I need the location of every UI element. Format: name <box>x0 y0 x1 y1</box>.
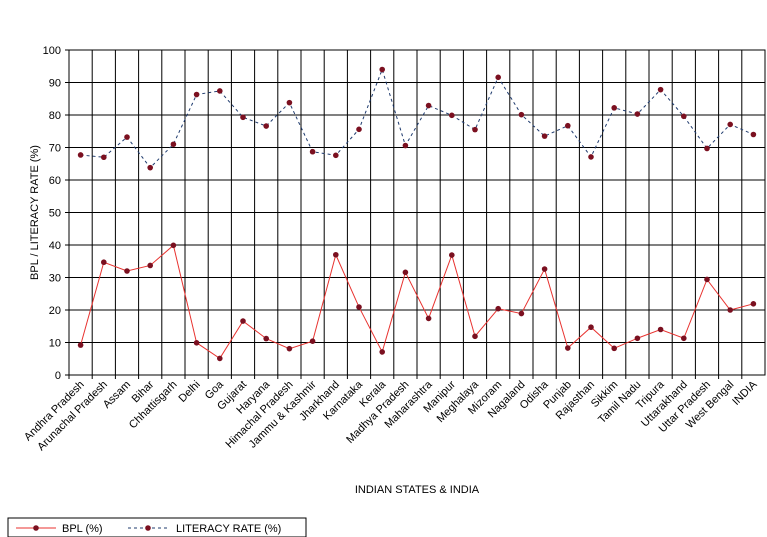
data-point <box>193 91 200 98</box>
data-point <box>565 345 571 351</box>
data-point <box>193 340 200 346</box>
series-1 <box>77 66 757 171</box>
y-tick-label: 100 <box>43 45 61 57</box>
data-point <box>286 99 293 106</box>
series-group <box>77 66 757 362</box>
y-tick-label: 70 <box>49 143 61 155</box>
data-point <box>124 268 130 274</box>
data-point <box>170 141 177 148</box>
data-point <box>379 349 386 355</box>
data-point <box>704 276 710 283</box>
data-point <box>77 342 84 348</box>
data-point <box>449 252 455 258</box>
data-point <box>704 145 710 152</box>
y-axis-ticks: 0 10 20 30 40 50 60 70 80 90 100 <box>43 45 69 382</box>
data-point <box>588 324 594 331</box>
y-tick-label: 30 <box>49 273 61 285</box>
y-tick-label: 40 <box>49 240 61 252</box>
data-point <box>240 114 246 121</box>
data-point <box>402 269 409 276</box>
y-tick-label: 90 <box>49 78 61 90</box>
data-point <box>541 133 548 139</box>
data-point <box>425 315 432 322</box>
series-line <box>80 244 754 360</box>
data-point <box>681 113 687 120</box>
data-point <box>217 88 223 94</box>
data-point <box>101 154 107 161</box>
series-line <box>80 67 754 169</box>
data-point <box>634 335 641 342</box>
legend-label-literacy: LITERACY RATE (%) <box>176 523 281 535</box>
data-point <box>240 318 246 324</box>
data-point <box>518 111 525 118</box>
data-point <box>727 121 733 128</box>
data-point <box>170 242 177 249</box>
data-point <box>611 105 617 111</box>
y-axis-title: BPL / LITERACY RATE (%) <box>29 145 41 280</box>
y-tick-label: 50 <box>49 208 61 220</box>
data-point <box>147 164 153 171</box>
y-tick-label: 0 <box>55 370 61 382</box>
data-point <box>263 335 270 342</box>
data-point <box>309 338 316 345</box>
data-point <box>611 345 617 352</box>
data-point <box>495 74 502 81</box>
data-point <box>263 123 270 129</box>
y-tick-label: 10 <box>49 338 61 350</box>
legend-marker-literacy <box>145 525 151 531</box>
data-point <box>750 301 757 307</box>
legend-label-bpl: BPL (%) <box>62 523 103 535</box>
data-point <box>565 122 571 129</box>
data-point <box>217 355 223 362</box>
legend-box <box>7 517 307 537</box>
data-point <box>634 111 641 117</box>
series-0 <box>77 242 757 362</box>
data-point <box>495 305 502 312</box>
legend-marker-bpl <box>33 525 39 531</box>
data-point <box>333 251 339 258</box>
data-point <box>472 333 478 340</box>
data-point <box>379 66 386 73</box>
data-point <box>541 266 548 272</box>
data-point <box>750 131 757 138</box>
data-point <box>101 259 107 266</box>
data-point <box>77 152 84 158</box>
data-point <box>124 134 130 140</box>
data-point <box>425 102 432 109</box>
data-point <box>147 262 153 269</box>
data-point <box>518 310 525 317</box>
data-point <box>309 148 316 155</box>
data-point <box>588 154 594 160</box>
data-point <box>402 142 409 149</box>
x-axis-title: INDIAN STATES & INDIA <box>355 484 480 496</box>
data-point <box>333 152 339 159</box>
legend: BPL (%) LITERACY RATE (%) <box>7 517 307 537</box>
data-point <box>681 335 687 342</box>
data-point <box>657 86 664 93</box>
data-point <box>449 112 455 119</box>
data-point <box>472 126 478 133</box>
data-point <box>286 345 293 352</box>
data-point <box>356 304 362 310</box>
y-tick-label: 60 <box>49 175 61 187</box>
data-point <box>727 307 733 313</box>
data-point <box>356 126 362 133</box>
y-tick-label: 80 <box>49 110 61 122</box>
y-tick-label: 20 <box>49 305 61 317</box>
data-point <box>657 326 664 333</box>
